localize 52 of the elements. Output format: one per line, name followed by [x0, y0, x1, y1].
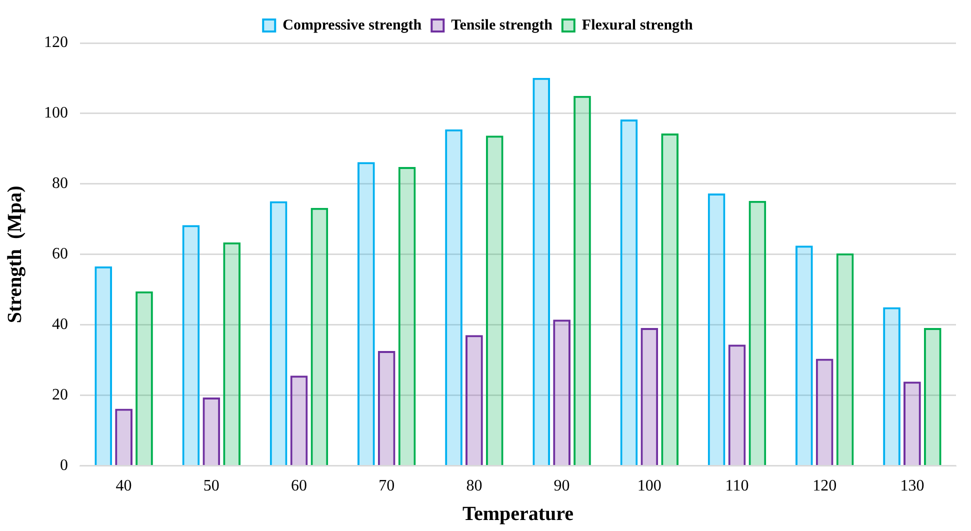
x-tick-label: 120: [812, 478, 837, 495]
x-tick-label: 90: [554, 478, 570, 495]
bar: [115, 408, 132, 466]
x-tick-label: 130: [900, 478, 924, 495]
bar: [661, 134, 679, 466]
bar: [924, 328, 942, 466]
legend-label: Flexural strength: [582, 17, 694, 34]
x-tick-label: 70: [378, 478, 395, 495]
x-tick-label: 80: [466, 478, 482, 495]
bar: [836, 253, 854, 466]
bar: [378, 350, 396, 466]
bar: [290, 376, 308, 466]
bar: [883, 307, 900, 466]
x-tick-label: 100: [637, 478, 662, 495]
bar: [486, 136, 504, 466]
legend-label: Compressive strength: [282, 17, 422, 34]
bar: [357, 162, 375, 466]
bar: [202, 397, 220, 466]
bar: [398, 167, 416, 466]
bar: [553, 320, 570, 466]
x-tick-label: 110: [725, 478, 749, 495]
y-tick-label: 40: [52, 316, 68, 334]
bar: [445, 129, 462, 466]
bar: [466, 335, 483, 466]
bar: [640, 328, 658, 466]
x-tick-label: 50: [203, 478, 220, 495]
bar: [904, 382, 921, 466]
y-tick-label: 0: [60, 457, 68, 474]
bar: [136, 291, 153, 466]
y-axis-title: Strength (Mpa): [4, 186, 26, 324]
bar: [532, 78, 550, 466]
bar: [94, 266, 112, 466]
bar: [182, 225, 200, 466]
bar: [748, 200, 766, 466]
bar: [270, 201, 288, 466]
y-tick-label: 120: [44, 34, 68, 52]
bar: [223, 242, 241, 466]
bar: [816, 358, 834, 466]
bar: [310, 208, 328, 466]
bar: [728, 344, 746, 466]
legend-label: Tensile strength: [451, 17, 554, 34]
bar: [574, 96, 591, 466]
y-tick-label: 20: [52, 386, 68, 404]
y-tick-label: 80: [52, 175, 68, 192]
bar: [795, 246, 813, 466]
bar: [620, 119, 638, 466]
bar: [708, 193, 726, 466]
x-tick-label: 60: [291, 478, 307, 495]
x-axis-title: Temperature: [462, 503, 574, 526]
y-tick-label: 100: [44, 104, 68, 122]
x-tick-label: 40: [116, 478, 132, 495]
y-tick-label: 60: [52, 246, 68, 263]
